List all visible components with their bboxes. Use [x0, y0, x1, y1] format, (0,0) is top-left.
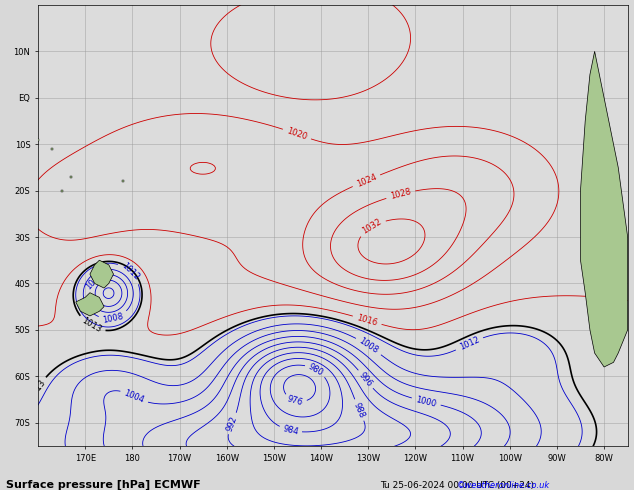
Text: 980: 980	[307, 362, 325, 378]
Text: 992: 992	[225, 415, 239, 432]
Text: 1012: 1012	[120, 261, 141, 282]
Polygon shape	[76, 293, 104, 316]
Text: 1024: 1024	[355, 172, 378, 189]
Text: 1013: 1013	[80, 317, 103, 335]
Polygon shape	[581, 51, 628, 367]
Text: 1004: 1004	[123, 389, 146, 405]
Text: 1016: 1016	[356, 313, 378, 327]
Text: 1012: 1012	[458, 335, 481, 352]
Text: 1008: 1008	[358, 337, 380, 356]
Text: 1000: 1000	[415, 395, 437, 409]
Text: 1028: 1028	[389, 187, 412, 201]
Text: Tu 25-06-2024 00:00 UTC (00+24): Tu 25-06-2024 00:00 UTC (00+24)	[380, 481, 534, 490]
Text: 988: 988	[352, 401, 366, 419]
Text: 1008: 1008	[102, 312, 125, 324]
Polygon shape	[90, 260, 113, 288]
Text: 1020: 1020	[285, 126, 308, 142]
Text: 1004: 1004	[84, 270, 105, 292]
Text: 996: 996	[357, 370, 374, 388]
Text: Surface pressure [hPa] ECMWF: Surface pressure [hPa] ECMWF	[6, 480, 201, 490]
Text: 1013: 1013	[27, 378, 47, 400]
Text: 976: 976	[287, 394, 304, 407]
Text: 1032: 1032	[361, 218, 384, 236]
Text: 984: 984	[281, 424, 299, 437]
Text: ©weatheronline.co.uk: ©weatheronline.co.uk	[456, 481, 550, 490]
